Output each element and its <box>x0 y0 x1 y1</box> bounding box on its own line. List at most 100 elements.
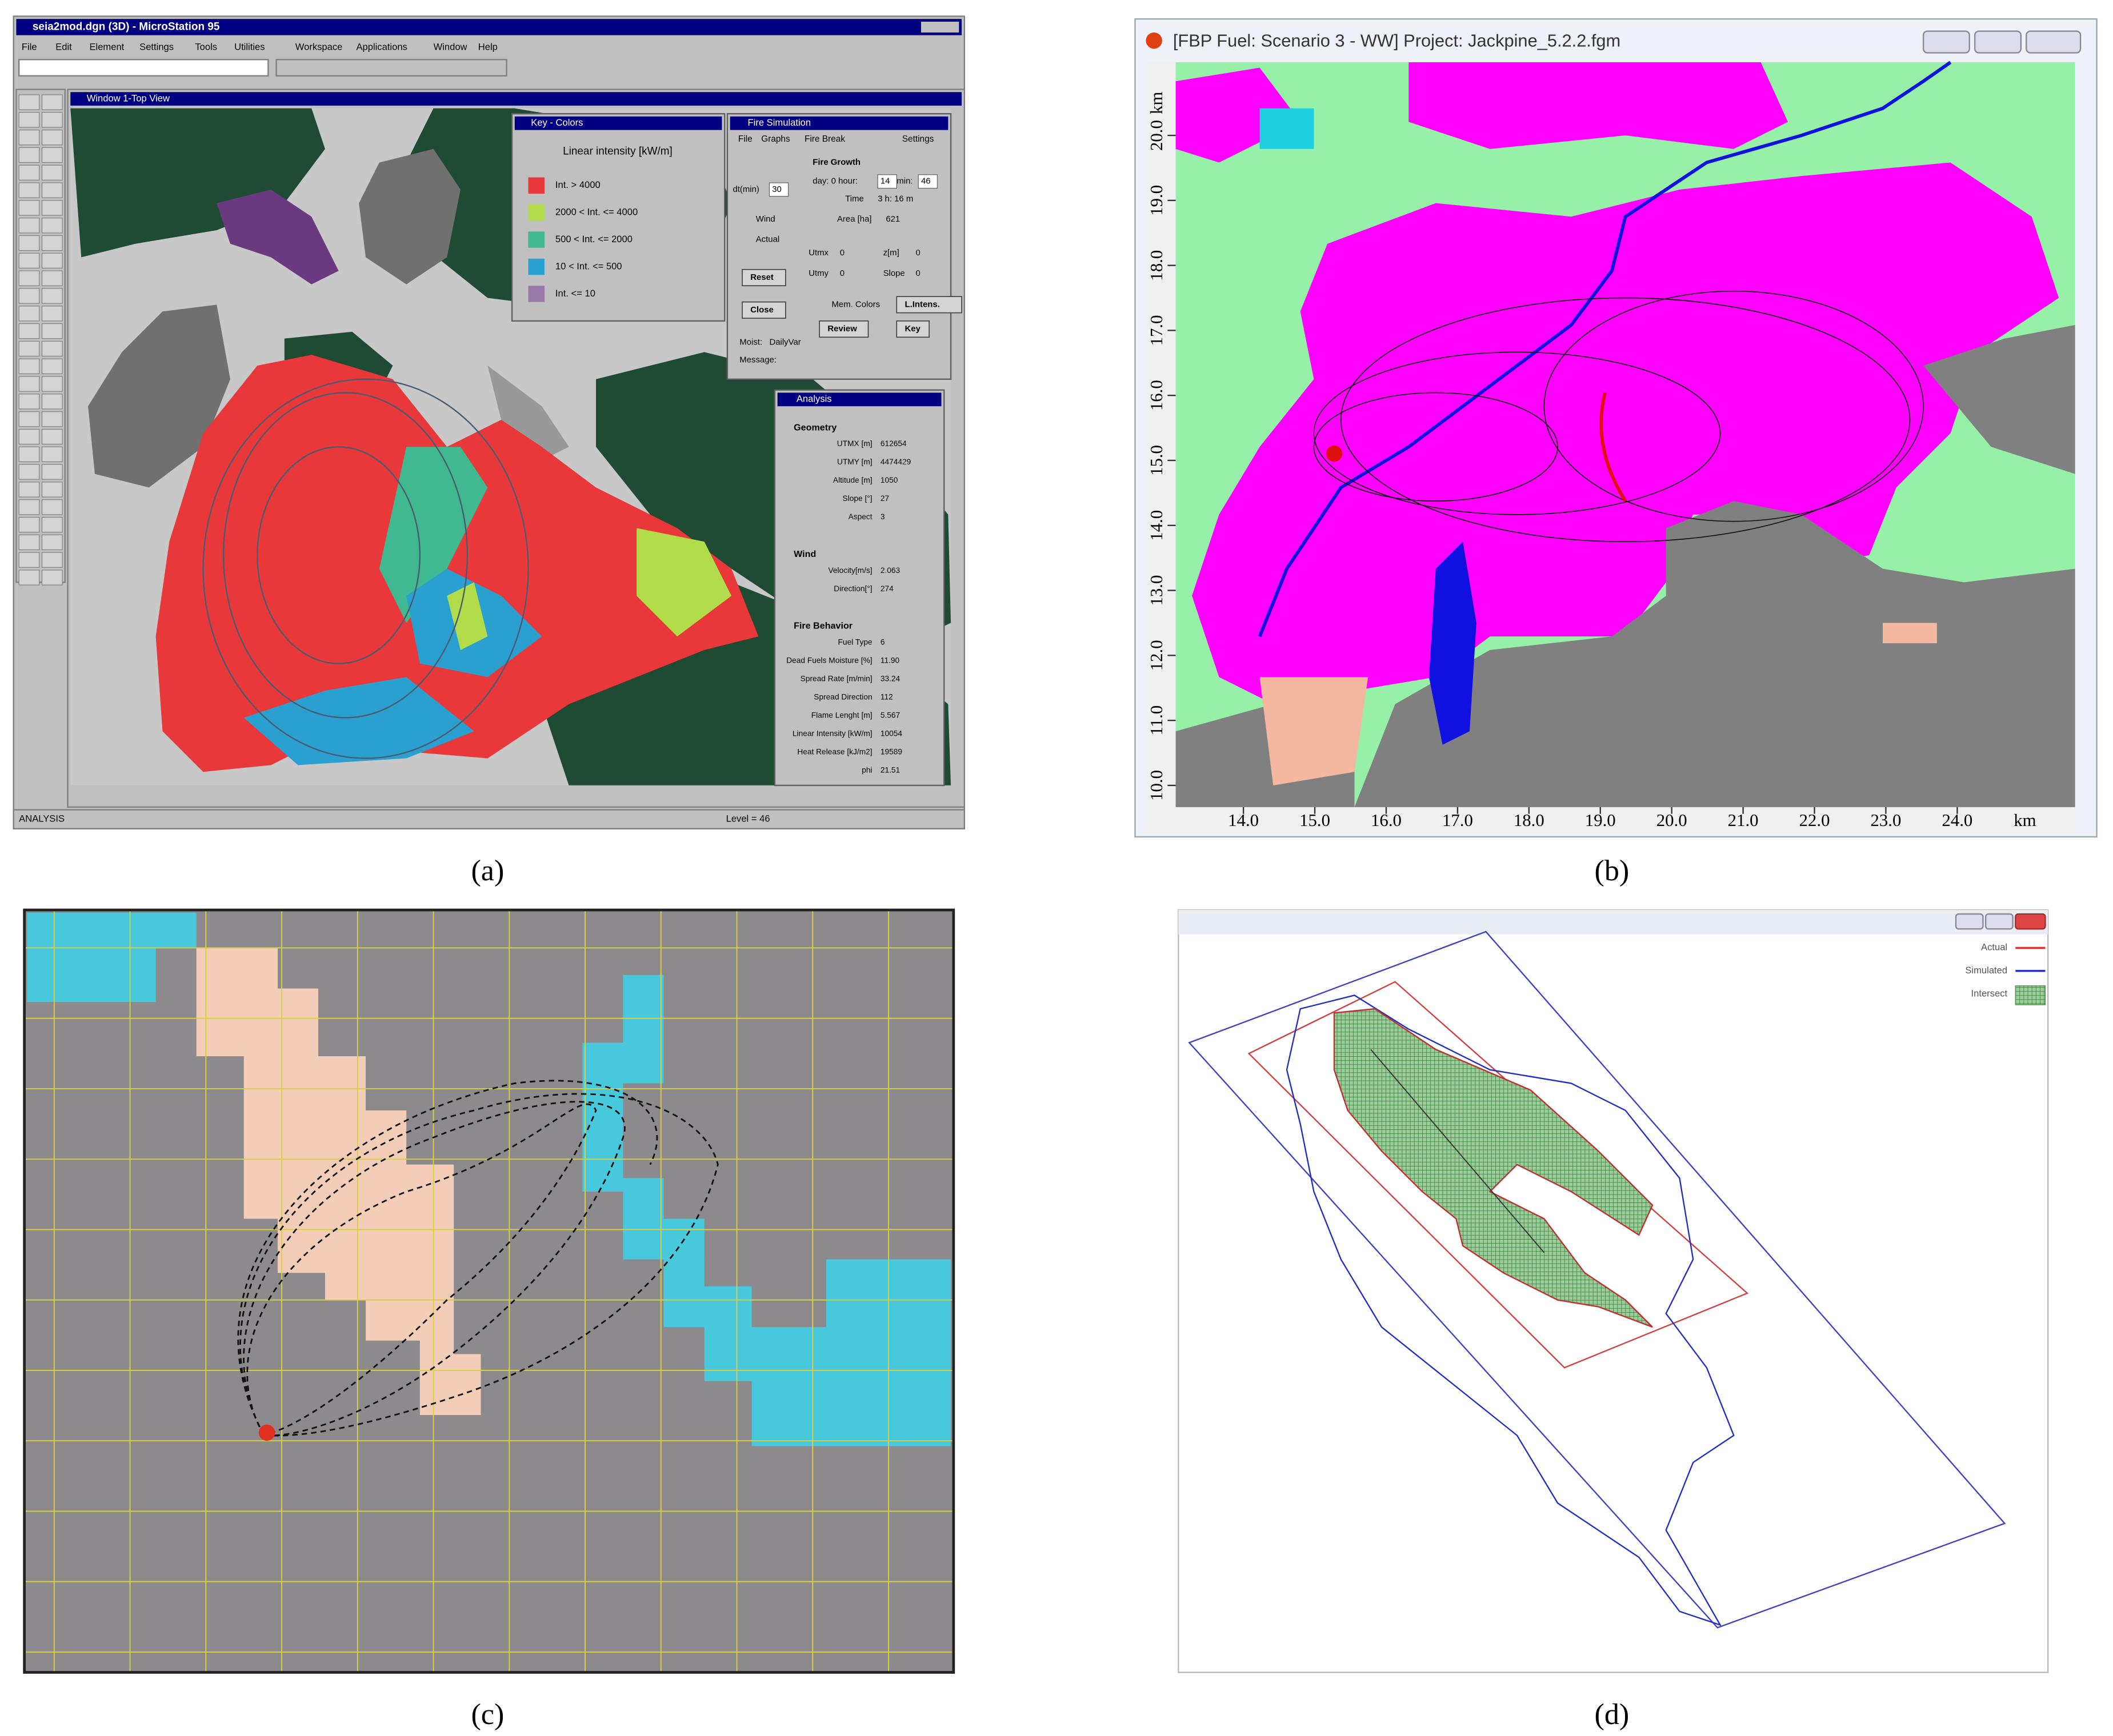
tool-button[interactable] <box>41 306 63 322</box>
tool-button[interactable] <box>41 516 63 533</box>
tool-button[interactable] <box>41 112 63 128</box>
maximize-button[interactable] <box>1984 913 2014 930</box>
menu-item[interactable]: Workspace <box>295 41 343 52</box>
tool-button[interactable] <box>41 288 63 304</box>
tool-button[interactable] <box>41 147 63 163</box>
tool-button[interactable] <box>18 446 40 462</box>
input-field[interactable] <box>769 182 789 197</box>
tool-button[interactable] <box>18 218 40 234</box>
group-title: Fire Behavior <box>794 621 853 631</box>
close-button[interactable] <box>2015 913 2046 930</box>
tool-button[interactable] <box>41 411 63 427</box>
tool-button[interactable] <box>18 147 40 163</box>
tool-button[interactable] <box>41 534 63 551</box>
input-field[interactable] <box>877 174 897 189</box>
tool-button[interactable] <box>18 534 40 551</box>
tool-button[interactable] <box>18 94 40 110</box>
tool-button[interactable] <box>41 218 63 234</box>
tool-button[interactable] <box>41 235 63 251</box>
minimize-button[interactable] <box>1955 913 1984 930</box>
menu-item[interactable]: Settings <box>139 41 174 52</box>
button[interactable] <box>896 320 930 338</box>
tool-button[interactable] <box>41 570 63 586</box>
button-label[interactable]: Close <box>750 305 774 315</box>
tool-button[interactable] <box>41 94 63 110</box>
tool-button[interactable] <box>18 358 40 374</box>
tool-button[interactable] <box>18 252 40 268</box>
tool-button[interactable] <box>18 411 40 427</box>
button-label[interactable]: L.Intens. <box>905 299 940 309</box>
tool-button[interactable] <box>41 165 63 181</box>
tool-button[interactable] <box>18 464 40 480</box>
button[interactable] <box>819 320 869 338</box>
button[interactable] <box>742 268 786 287</box>
tool-button[interactable] <box>18 482 40 498</box>
menu-item[interactable]: Settings <box>902 134 934 144</box>
button-label[interactable]: Key <box>905 324 921 334</box>
tool-button[interactable] <box>18 306 40 322</box>
menu-item[interactable]: Element <box>89 41 124 52</box>
button[interactable] <box>896 296 962 314</box>
input-field[interactable] <box>918 174 938 189</box>
menu-item[interactable]: Help <box>478 41 498 52</box>
window-buttons[interactable] <box>921 21 959 33</box>
tool-button[interactable] <box>18 516 40 533</box>
tool-button[interactable] <box>41 552 63 568</box>
tool-button[interactable] <box>41 252 63 268</box>
tool-button[interactable] <box>41 270 63 286</box>
y-tick-label: 12.0 <box>1147 640 1166 671</box>
minimize-button[interactable] <box>1922 30 1970 54</box>
maximize-button[interactable] <box>1974 30 2022 54</box>
menu-item[interactable]: Tools <box>195 41 217 52</box>
tool-button[interactable] <box>18 428 40 445</box>
tool-button[interactable] <box>41 428 63 445</box>
input[interactable] <box>18 59 269 77</box>
tool-button[interactable] <box>18 182 40 198</box>
tool-button[interactable] <box>18 376 40 392</box>
tool-button[interactable] <box>41 482 63 498</box>
tool-button[interactable] <box>41 129 63 146</box>
tool-button[interactable] <box>41 358 63 374</box>
tool-button[interactable] <box>18 112 40 128</box>
menu-item[interactable]: Applications <box>356 41 407 52</box>
status-text: ANALYSIS <box>19 813 65 824</box>
row-label: Dead Fuels Moisture [%] <box>786 656 872 664</box>
menu-item[interactable]: Fire Break <box>805 134 845 144</box>
tool-button[interactable] <box>18 235 40 251</box>
menu-item[interactable]: File <box>738 134 753 144</box>
button-label[interactable]: Review <box>827 324 857 334</box>
tool-button[interactable] <box>41 323 63 339</box>
close-button[interactable] <box>2026 30 2082 54</box>
menu-item[interactable]: Graphs <box>761 134 790 144</box>
menu-item[interactable]: Edit <box>55 41 72 52</box>
tool-button[interactable] <box>41 446 63 462</box>
tool-button[interactable] <box>18 340 40 357</box>
tool-button[interactable] <box>41 394 63 410</box>
button[interactable] <box>742 301 786 319</box>
menu-item[interactable]: Window <box>434 41 468 52</box>
tool-button[interactable] <box>18 165 40 181</box>
analysis-window <box>774 389 945 787</box>
tool-button[interactable] <box>18 129 40 146</box>
tool-button[interactable] <box>41 182 63 198</box>
menu-item[interactable]: Utilities <box>234 41 265 52</box>
tool-button[interactable] <box>41 464 63 480</box>
tool-button[interactable] <box>18 288 40 304</box>
scrollbar[interactable] <box>70 785 951 802</box>
tool-button[interactable] <box>18 570 40 586</box>
tool-button[interactable] <box>18 323 40 339</box>
tool-button[interactable] <box>41 340 63 357</box>
panel-d: Actual Simulated Intersect (d) <box>1178 909 2049 1731</box>
menu-item[interactable]: File <box>22 41 37 52</box>
button-label[interactable]: Reset <box>750 272 774 282</box>
tool-button[interactable] <box>18 200 40 216</box>
tool-button[interactable] <box>41 200 63 216</box>
tool-button[interactable] <box>41 499 63 515</box>
tool-button[interactable] <box>41 376 63 392</box>
legend-swatch <box>528 231 545 248</box>
tool-button[interactable] <box>18 394 40 410</box>
tool-button[interactable] <box>18 499 40 515</box>
tool-button[interactable] <box>18 270 40 286</box>
row-value: 33.24 <box>881 674 901 683</box>
tool-button[interactable] <box>18 552 40 568</box>
